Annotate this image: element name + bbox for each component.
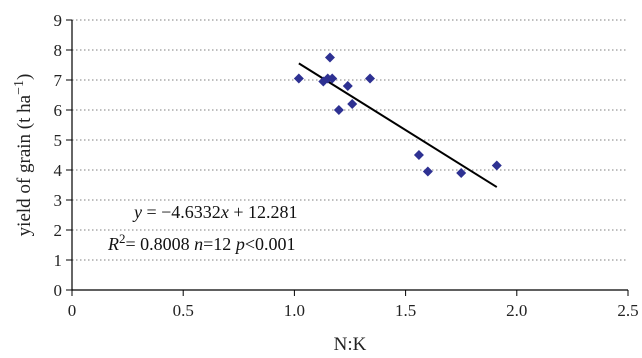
y-tick-label: 7	[54, 71, 63, 90]
eq-coef: = −4.6332	[142, 202, 221, 222]
x-tick-label: 0	[68, 301, 77, 320]
stats-n-value: =12	[203, 234, 236, 254]
y-tick-label: 3	[54, 191, 63, 210]
y-tick-label: 2	[54, 221, 63, 240]
trendline	[298, 62, 498, 188]
y-tick-label: 9	[54, 11, 63, 30]
data-point	[333, 105, 344, 115]
data-point	[422, 166, 433, 177]
y-axis-label-superscript: −1	[12, 80, 27, 95]
stats-p-value: <0.001	[245, 234, 296, 254]
y-axis-label: yield of grain (t ha−1)	[12, 74, 36, 237]
x-tick-label: 0.5	[173, 301, 194, 320]
data-point	[456, 168, 467, 178]
data-point	[293, 73, 304, 84]
y-ticks: 0 1 2 3 4 5 6 7 8 9	[54, 11, 72, 300]
x-tick-label: 1.0	[284, 301, 305, 320]
data-point	[347, 99, 358, 109]
eq-intercept: + 12.281	[229, 202, 298, 222]
x-axis-label: N:K	[334, 334, 367, 355]
regression-equation: y = −4.6332x + 12.281	[132, 202, 297, 222]
y-axis-label-close: )	[14, 74, 35, 80]
y-tick-label: 4	[54, 161, 63, 180]
y-tick-label: 6	[54, 101, 63, 120]
x-ticks: 0 0.5 1.0 1.5 2.0 2.5	[68, 290, 639, 320]
data-point	[324, 52, 335, 63]
data-point	[491, 160, 502, 171]
gridlines	[72, 19, 628, 261]
plot-area	[71, 20, 628, 291]
y-tick-label: 5	[54, 131, 63, 150]
regression-stats: R2= 0.8008 n=12 p<0.001	[107, 231, 295, 255]
x-tick-label: 1.5	[395, 301, 416, 320]
stats-r-squared: 2	[119, 231, 126, 246]
stats-n: n	[194, 234, 203, 254]
stats-p: p	[234, 234, 245, 254]
x-tick-label: 2.5	[617, 301, 638, 320]
eq-y: y	[132, 202, 142, 222]
trendline-group	[298, 62, 498, 188]
y-tick-label: 8	[54, 41, 63, 60]
y-tick-label: 0	[54, 281, 63, 300]
y-tick-label: 1	[54, 251, 63, 270]
y-axis-label-base: yield of grain (t ha	[14, 94, 35, 236]
stats-r: R	[107, 234, 119, 254]
data-point	[342, 81, 353, 91]
stats-r-value: = 0.8008	[126, 234, 195, 254]
x-tick-label: 2.0	[506, 301, 527, 320]
data-points	[293, 52, 502, 178]
data-point	[413, 150, 424, 160]
eq-x: x	[220, 202, 229, 222]
data-point	[327, 73, 338, 84]
data-point	[365, 73, 376, 84]
